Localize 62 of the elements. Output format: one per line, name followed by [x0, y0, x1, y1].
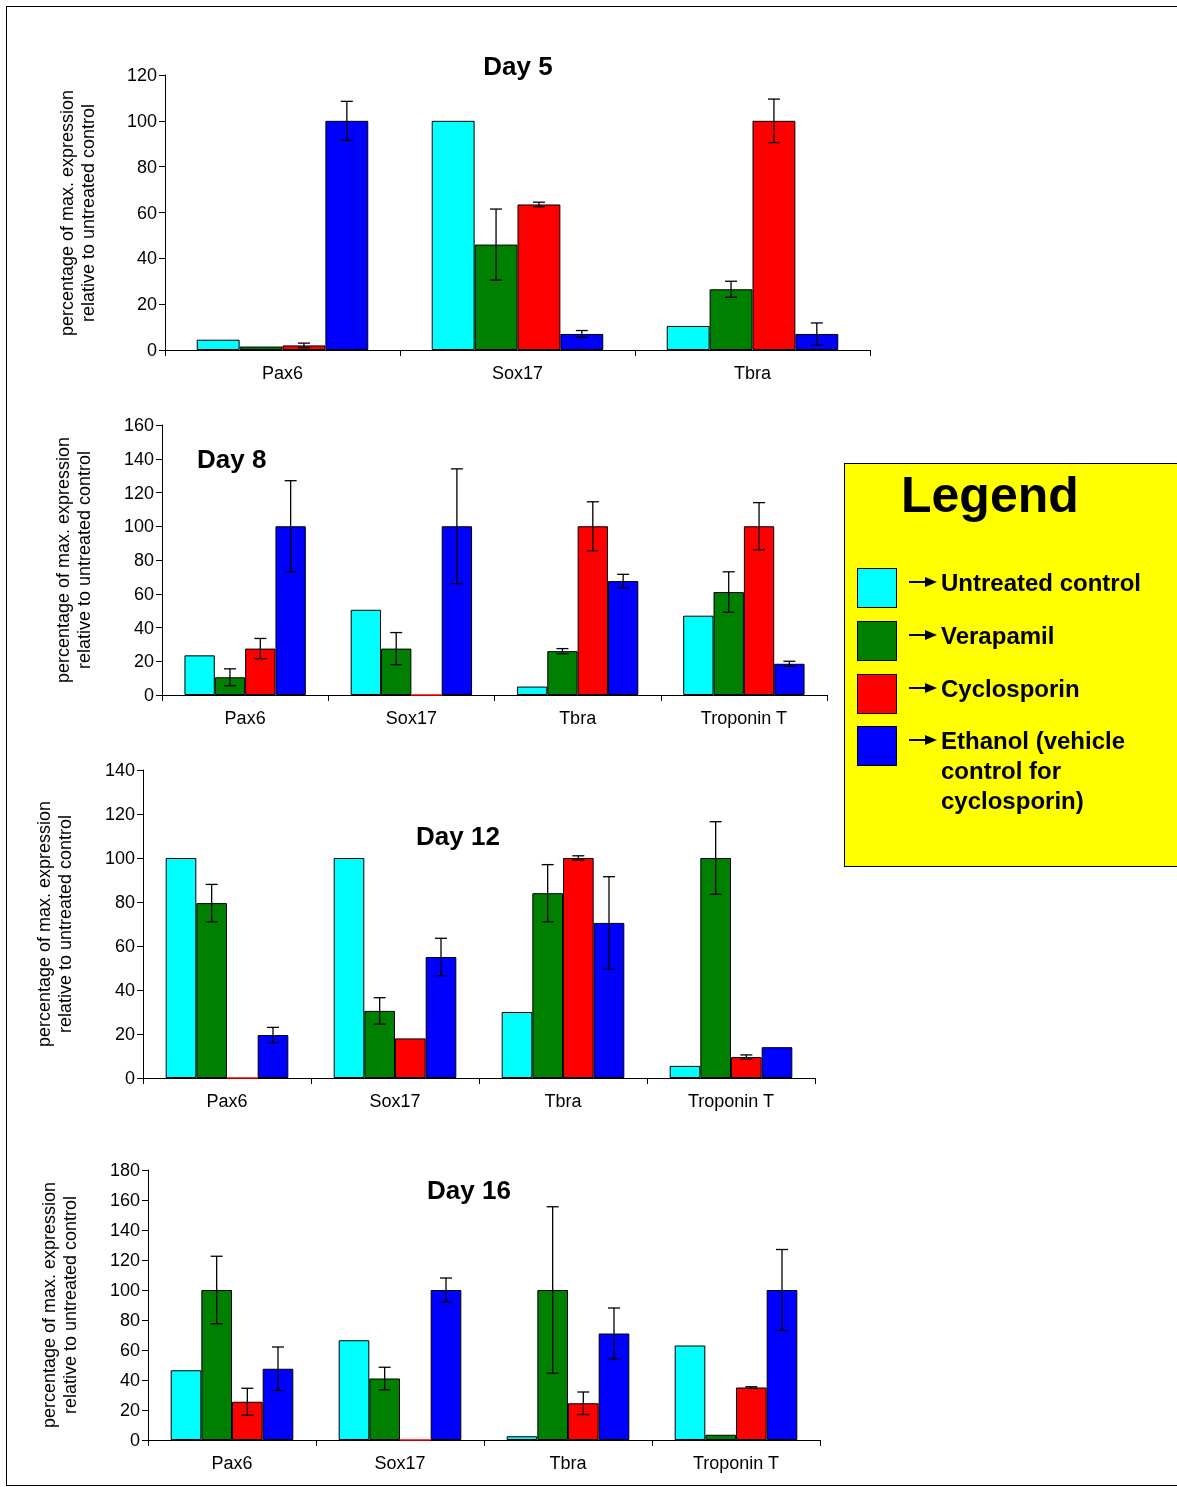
y-tick-label: 60	[133, 583, 154, 604]
legend-title: Legend	[901, 466, 1080, 524]
y-tick-label: 140	[104, 760, 135, 780]
y-tick-label: 120	[109, 1250, 140, 1270]
chart-title: Day 5	[483, 51, 553, 81]
y-axis-title: percentage of max. expression relative to untreated control	[53, 435, 95, 686]
y-tick-label: 80	[114, 892, 135, 912]
y-tick-label: 0	[129, 1430, 140, 1450]
y-tick-label: 20	[114, 1024, 135, 1044]
y-tick-label: 80	[119, 1310, 140, 1330]
x-tick-label: Pax6	[224, 708, 266, 728]
y-tick-label: 80	[133, 550, 154, 570]
y-axis-title: percentage of max. expression relative to untreated control	[56, 88, 98, 338]
y-tick-label: 100	[123, 516, 154, 537]
y-tick-label: 20	[119, 1400, 140, 1420]
y-tick-label: 0	[143, 685, 154, 705]
legend-label: Cyclosporin	[941, 674, 1081, 704]
y-tick-label: 0	[146, 340, 157, 360]
x-tick-label: Tbra	[544, 1091, 583, 1111]
x-tick-label: Pax6	[211, 1453, 253, 1473]
y-tick-label: 160	[109, 1190, 140, 1210]
y-tick-label: 20	[136, 294, 157, 315]
y-tick-label: 100	[104, 848, 135, 868]
y-tick-label: 80	[136, 156, 157, 177]
y-axis-title: percentage of max. expression relative to untreated control	[39, 1180, 81, 1431]
legend-label: Ethanol (vehicle control for cyclosporin)	[941, 726, 1127, 816]
y-tick-label: 140	[109, 1220, 140, 1240]
y-tick-label: 180	[109, 1160, 140, 1180]
y-tick-label: 60	[136, 202, 157, 223]
x-tick-label: Pax6	[261, 363, 304, 383]
y-tick-label: 160	[123, 415, 154, 435]
x-tick-label: Pax6	[206, 1091, 248, 1111]
y-tick-label: 100	[126, 110, 157, 131]
y-tick-label: 120	[104, 804, 135, 824]
x-tick-label: Tbra	[733, 363, 772, 383]
text: Day 12	[416, 821, 500, 851]
x-tick-label: Troponin T	[687, 1091, 775, 1111]
x-tick-label: Troponin T	[692, 1453, 780, 1473]
y-tick-label: 120	[126, 65, 157, 85]
y-tick-label: 20	[133, 651, 154, 672]
legend-label: Untreated control	[941, 568, 1142, 598]
x-tick-label: Sox17	[369, 1091, 421, 1111]
y-tick-label: 100	[109, 1280, 140, 1300]
y-tick-label: 120	[123, 482, 154, 503]
y-tick-label: 40	[114, 980, 135, 1000]
legend-label: Verapamil	[941, 621, 1056, 651]
y-tick-label: 40	[119, 1370, 140, 1390]
x-tick-label: Tbra	[549, 1453, 588, 1473]
x-tick-label: Troponin T	[700, 708, 787, 728]
x-tick-label: Sox17	[374, 1453, 426, 1473]
chart-title: Day 16	[427, 1175, 511, 1205]
text: Day 8	[197, 444, 267, 474]
y-tick-label: 40	[136, 248, 157, 269]
x-tick-label: Sox17	[385, 708, 437, 728]
y-tick-label: 60	[119, 1340, 140, 1360]
y-tick-label: 140	[123, 448, 154, 469]
x-tick-label: Sox17	[491, 363, 544, 383]
y-tick-label: 40	[133, 617, 154, 638]
x-tick-label: Tbra	[559, 708, 598, 728]
y-axis-title: percentage of max. expression relative to untreated control	[34, 799, 76, 1050]
y-tick-label: 0	[124, 1068, 135, 1088]
y-tick-label: 60	[114, 936, 135, 956]
